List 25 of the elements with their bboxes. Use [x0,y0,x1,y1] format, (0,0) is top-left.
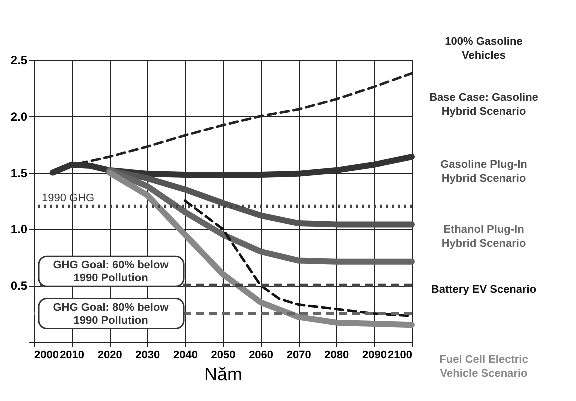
x-tick-label: 2010 [60,350,85,362]
y-tick-label: 1.0 [10,222,28,237]
text: Ethanol Plug-In Hybrid Scenario [442,224,526,250]
text: Gasoline Plug-In Hybrid Scenario [440,159,528,185]
annotation: GHG Goal: 60% below 1990 Pollution [53,260,170,285]
x-tick-label: 2050 [211,350,236,362]
text: Battery EV Scenario [431,284,537,296]
text: Base Case: Gasoline Hybrid Scenario [430,92,538,118]
x-tick-label: 2080 [324,350,350,362]
x-tick-label: 2000 [34,350,59,362]
annotation: GHG Goal: 80% below 1990 Pollution [53,302,170,327]
y-tick-label: 2.5 [10,54,28,68]
x-tick-label: 2030 [136,350,160,362]
x-tick-label: 2090 [362,350,387,362]
x-tick-label: 2040 [173,350,198,362]
x-tick-label: 2070 [286,350,312,362]
x-tick-label: 2060 [249,350,274,362]
x-tick-label: 2020 [98,350,122,362]
text: 100% Gasoline Vehicles [445,36,523,62]
x-tick-label: 2100 [388,350,412,362]
y-tick-label: 0.5 [10,279,28,294]
y-tick-label: 1.5 [10,166,28,180]
y-tick-label: 2.0 [10,110,28,124]
text: Fuel Cell Electric Vehicle Scenario [440,354,528,380]
x-axis-title: Năm [204,364,243,384]
